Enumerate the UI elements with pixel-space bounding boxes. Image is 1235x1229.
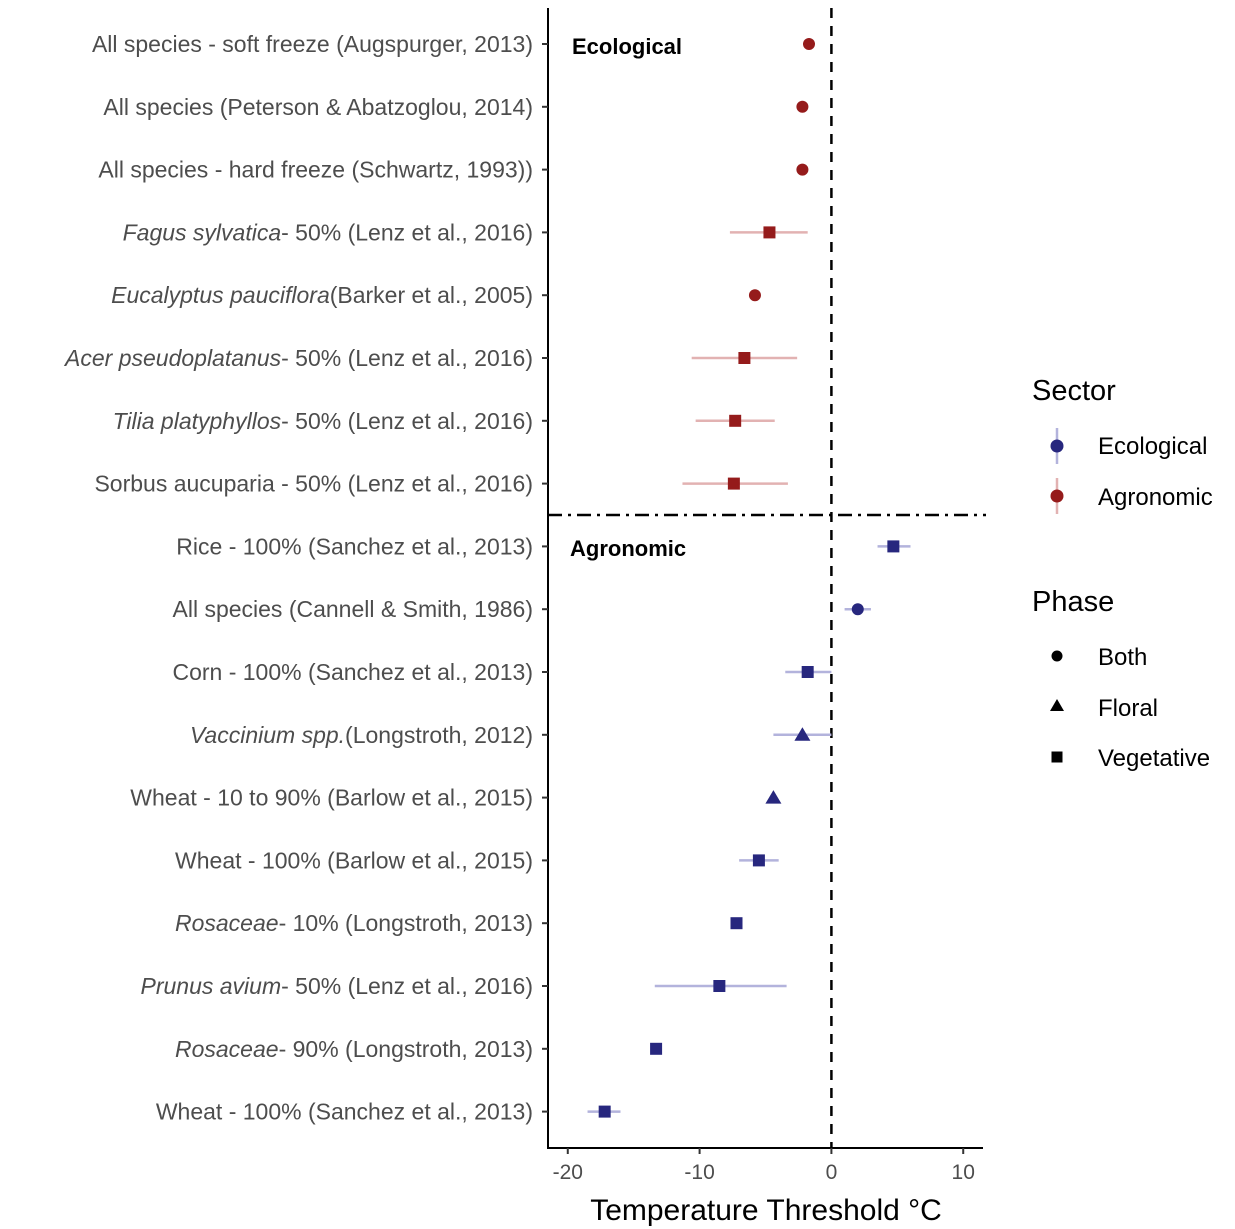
- point-square: [730, 917, 743, 930]
- y-label-text-part: Corn - 100% (Sanchez et al., 2013): [172, 659, 533, 685]
- y-axis-label: Prunus avium- 50% (Lenz et al., 2016): [141, 973, 534, 999]
- point-square: [727, 477, 740, 490]
- point-triangle: [794, 727, 811, 741]
- x-tick-label: 0: [826, 1161, 838, 1184]
- axes: [542, 8, 983, 1149]
- point-square: [729, 414, 742, 427]
- y-axis-label: Fagus sylvatica- 50% (Lenz et al., 2016): [123, 219, 533, 245]
- y-label-italic-part: Rosaceae: [175, 1036, 279, 1062]
- legend-shape-circle: [1051, 650, 1063, 662]
- y-axis-label: Rice - 100% (Sanchez et al., 2013): [176, 533, 533, 559]
- x-axis-ticks: -20 -10 0 10: [553, 1148, 975, 1184]
- reference-lines: [548, 8, 986, 1148]
- legend-shape-triangle: [1050, 699, 1064, 711]
- x-axis-title: Temperature Threshold °C: [590, 1194, 942, 1227]
- point-circle: [851, 603, 864, 616]
- point-circle: [803, 38, 815, 50]
- y-axis-label: Sorbus aucuparia - 50% (Lenz et al., 201…: [94, 471, 533, 497]
- y-axis-label: Wheat - 10 to 90% (Barlow et al., 2015): [130, 785, 533, 811]
- y-label-text-part: All species (Peterson & Abatzoglou, 2014…: [103, 94, 533, 120]
- point-square: [713, 980, 726, 992]
- y-label-text-part: Wheat - 100% (Sanchez et al., 2013): [156, 1099, 533, 1125]
- point-square: [598, 1105, 611, 1118]
- legend-key-vegetative: Vegetative: [1051, 745, 1210, 772]
- point-square: [738, 352, 751, 364]
- y-axis-label: Rosaceae- 10% (Longstroth, 2013): [175, 910, 533, 936]
- y-label-italic-part: Acer pseudoplatanus: [63, 345, 282, 371]
- y-axis-label: All species (Peterson & Abatzoglou, 2014…: [103, 94, 533, 120]
- y-label-italic-part: Vaccinium spp.: [190, 722, 345, 748]
- y-label-text-part: Wheat - 100% (Barlow et al., 2015): [175, 847, 533, 873]
- point-circle: [796, 163, 809, 176]
- y-axis-label: Wheat - 100% (Sanchez et al., 2013): [156, 1099, 533, 1125]
- panel-label-agronomic: Agronomic: [570, 536, 686, 561]
- x-tick-label: 10: [952, 1161, 975, 1184]
- y-label-text-part: Rice - 100% (Sanchez et al., 2013): [176, 533, 533, 559]
- y-label-text-part: Wheat - 10 to 90% (Barlow et al., 2015): [130, 785, 533, 811]
- panel-label-ecological: Ecological: [572, 34, 682, 59]
- x-tick-label: -20: [553, 1161, 583, 1184]
- legend-label-floral: Floral: [1098, 695, 1158, 722]
- legend-label-both: Both: [1098, 644, 1147, 671]
- legend-dot-ecological: [1050, 439, 1064, 453]
- y-axis-label: All species - hard freeze (Schwartz, 199…: [98, 157, 533, 183]
- data-points: [598, 38, 900, 1118]
- y-axis-label: Tilia platyphyllos- 50% (Lenz et al., 20…: [113, 408, 533, 434]
- y-axis-label: Wheat - 100% (Barlow et al., 2015): [175, 847, 533, 873]
- y-label-text-part: Sorbus aucuparia - 50% (Lenz et al., 201…: [94, 471, 533, 497]
- y-label-italic-part: Tilia platyphyllos: [113, 408, 282, 434]
- legend-key-agronomic: Agronomic: [1050, 478, 1213, 514]
- legend-label-vegetative: Vegetative: [1098, 745, 1210, 772]
- y-label-italic-part: Rosaceae: [175, 910, 279, 936]
- y-axis-label: Vaccinium spp.(Longstroth, 2012): [190, 722, 533, 748]
- y-axis-label: All species - soft freeze (Augspurger, 2…: [92, 31, 533, 57]
- y-label-text-part: All species (Cannell & Smith, 1986): [173, 596, 534, 622]
- y-label-italic-part: Eucalyptus pauciflora: [111, 282, 330, 308]
- legend: Sector Ecological Agronomic Phase Both F…: [1032, 375, 1213, 772]
- y-axis-label: Rosaceae- 90% (Longstroth, 2013): [175, 1036, 533, 1062]
- point-square: [752, 854, 765, 867]
- y-label-text-part: - 50% (Lenz et al., 2016): [281, 973, 533, 999]
- legend-key-ecological: Ecological: [1050, 428, 1207, 464]
- point-triangle: [765, 790, 782, 804]
- legend-label-agronomic: Agronomic: [1098, 484, 1213, 511]
- y-axis-label: Eucalyptus pauciflora(Barker et al., 200…: [111, 282, 533, 308]
- point-circle: [748, 289, 761, 302]
- point-circle: [796, 100, 809, 113]
- point-square: [763, 226, 776, 239]
- y-axis-label: Corn - 100% (Sanchez et al., 2013): [172, 659, 533, 685]
- y-label-text-part: - 50% (Lenz et al., 2016): [281, 345, 533, 371]
- y-label-italic-part: Prunus avium: [141, 973, 282, 999]
- y-label-text-part: - 50% (Lenz et al., 2016): [281, 408, 533, 434]
- legend-dot-agronomic: [1050, 489, 1064, 503]
- legend-key-both: Both: [1051, 644, 1147, 671]
- y-label-italic-part: Fagus sylvatica: [123, 219, 282, 245]
- x-tick-label: -10: [684, 1161, 714, 1184]
- y-axis-labels: All species - soft freeze (Augspurger, 2…: [63, 31, 533, 1125]
- y-axis-label: Acer pseudoplatanus- 50% (Lenz et al., 2…: [63, 345, 533, 371]
- legend-title-phase: Phase: [1032, 586, 1114, 618]
- point-square: [801, 666, 814, 678]
- legend-key-floral: Floral: [1050, 695, 1158, 722]
- y-label-text-part: - 90% (Longstroth, 2013): [279, 1036, 533, 1062]
- y-label-text-part: - 50% (Lenz et al., 2016): [281, 219, 533, 245]
- point-square: [887, 540, 900, 553]
- y-label-text-part: All species - hard freeze (Schwartz, 199…: [98, 157, 533, 183]
- legend-label-ecological: Ecological: [1098, 433, 1207, 460]
- y-label-text-part: (Barker et al., 2005): [330, 282, 533, 308]
- y-label-text-part: All species - soft freeze (Augspurger, 2…: [92, 31, 533, 57]
- error-bars: [587, 231, 911, 1113]
- y-label-text-part: (Longstroth, 2012): [345, 722, 533, 748]
- y-label-text-part: - 10% (Longstroth, 2013): [279, 910, 533, 936]
- point-square: [650, 1042, 663, 1055]
- y-axis-label: All species (Cannell & Smith, 1986): [173, 596, 534, 622]
- legend-shape-square: [1051, 751, 1063, 763]
- legend-title-sector: Sector: [1032, 375, 1116, 407]
